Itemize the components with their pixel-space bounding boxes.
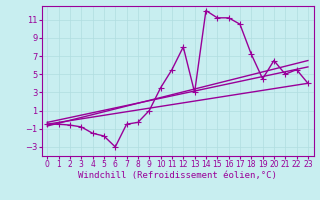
X-axis label: Windchill (Refroidissement éolien,°C): Windchill (Refroidissement éolien,°C) (78, 171, 277, 180)
